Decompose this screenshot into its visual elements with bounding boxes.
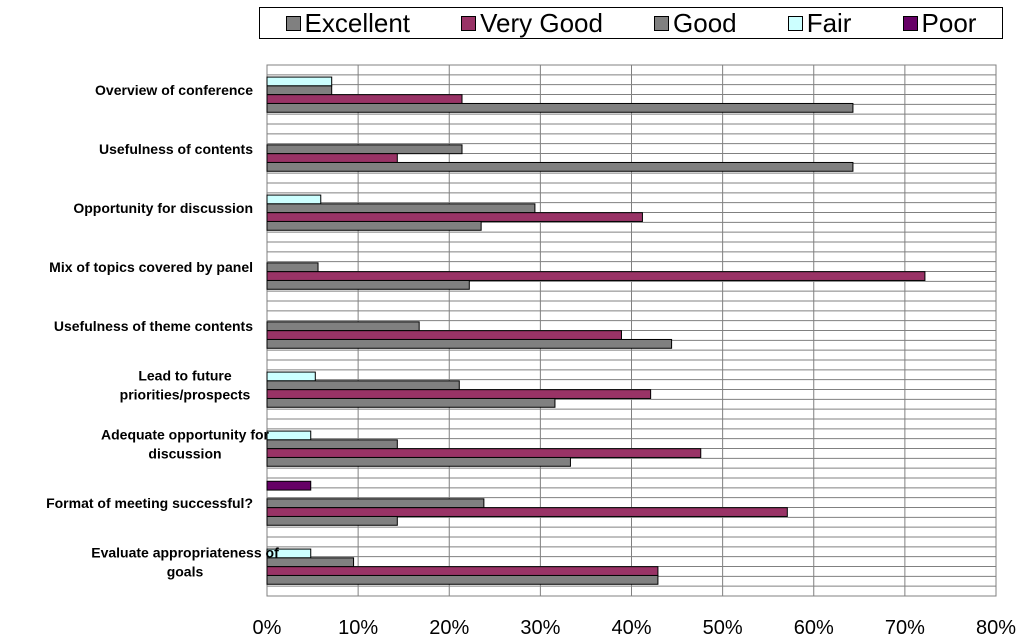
bar-fair (266, 430, 312, 441)
category-label-line: Adequate opportunity for (101, 426, 270, 442)
bar-good (266, 380, 460, 391)
category-label: Usefulness of theme contents (54, 318, 253, 334)
category-label: Adequate opportunity for discussion (101, 426, 270, 461)
bars-group (266, 76, 926, 585)
legend-item-fair: Fair (787, 7, 852, 39)
legend-item-poor: Poor (902, 7, 977, 39)
bar-good (266, 439, 398, 450)
category-label-line: Format of meeting successful? (46, 495, 253, 511)
category-label: Format of meeting successful? (46, 495, 253, 511)
category-label: Mix of topics covered by panel (49, 259, 253, 275)
bar-very-good (266, 94, 463, 104)
bar-very-good (266, 212, 643, 222)
x-tick-label: 10% (338, 617, 378, 639)
bar-excellent (266, 279, 470, 290)
category-label-line: goals (167, 563, 204, 579)
category-label-line: Usefulness of contents (99, 141, 253, 157)
legend-label-poor: Poor (921, 7, 977, 38)
category-label-line: Opportunity for discussion (73, 200, 253, 216)
category-label: Lead to future priorities/prospects (120, 367, 251, 402)
category-label-line: Evaluate appropriateness of (91, 544, 279, 560)
category-label: Overview of conference (95, 82, 253, 98)
legend-label-very-good: Very Good (480, 7, 603, 38)
legend-swatch-very-good (461, 15, 477, 31)
bar-good (266, 557, 355, 568)
bar-very-good (266, 507, 788, 517)
chart-legend: Excellent Very Good Good Fair Poor (259, 7, 1003, 39)
x-tick-label: 50% (703, 617, 743, 639)
bar-excellent (266, 161, 854, 172)
category-label-line: Overview of conference (95, 82, 253, 98)
legend-swatch-fair (787, 15, 803, 31)
bar-fair (266, 194, 322, 205)
x-tick-label: 40% (611, 617, 651, 639)
bar-very-good (266, 153, 398, 163)
bar-good (266, 498, 485, 509)
bar-excellent (266, 515, 398, 526)
bar-excellent (266, 220, 482, 231)
category-labels: Overview of conference Usefulness of cont… (46, 82, 279, 580)
legend-item-very-good: Very Good (461, 8, 603, 39)
bar-fair (266, 371, 316, 382)
bar-very-good (266, 448, 702, 458)
category-label-line: Usefulness of theme contents (54, 318, 253, 334)
legend-swatch-poor (902, 15, 918, 31)
category-label-line: priorities/prospects (120, 386, 251, 402)
x-tick-label: 30% (520, 617, 560, 639)
bar-good (266, 144, 463, 155)
category-label-line: Mix of topics covered by panel (49, 259, 253, 275)
x-tick-label: 0% (253, 617, 282, 639)
x-tick-labels: 0% 10% 20% 30% 40% 50% 60% 70% 80% (253, 617, 1017, 639)
category-label-line: Lead to future (138, 367, 232, 383)
legend-item-excellent: Excellent (285, 7, 411, 39)
bar-fair (266, 76, 333, 87)
bar-excellent (266, 574, 659, 585)
legend-label-excellent: Excellent (304, 7, 411, 38)
legend-item-good: Good (654, 8, 737, 39)
bar-excellent (266, 338, 673, 349)
bar-poor (266, 480, 312, 491)
bar-very-good (266, 389, 652, 399)
category-label: Opportunity for discussion (73, 200, 253, 216)
x-tick-label: 20% (429, 617, 469, 639)
category-label: Usefulness of contents (99, 141, 253, 157)
x-tick-label: 60% (794, 617, 834, 639)
bar-very-good (266, 566, 659, 576)
legend-swatch-excellent (285, 15, 301, 31)
bar-excellent (266, 456, 571, 467)
bar-very-good (266, 271, 926, 281)
bar-excellent (266, 397, 556, 408)
bar-excellent (266, 102, 854, 113)
bar-good (266, 203, 536, 214)
legend-label-fair: Fair (806, 7, 852, 38)
category-label-line: discussion (148, 445, 221, 461)
legend-swatch-good (654, 15, 670, 31)
bar-good (266, 321, 420, 332)
bar-very-good (266, 330, 622, 340)
bar-good (266, 85, 333, 96)
bar-good (266, 262, 319, 273)
x-tick-label: 70% (885, 617, 925, 639)
legend-label-good: Good (673, 7, 737, 38)
x-tick-label: 80% (976, 617, 1016, 639)
category-label: Evaluate appropriateness of goals (91, 544, 279, 579)
